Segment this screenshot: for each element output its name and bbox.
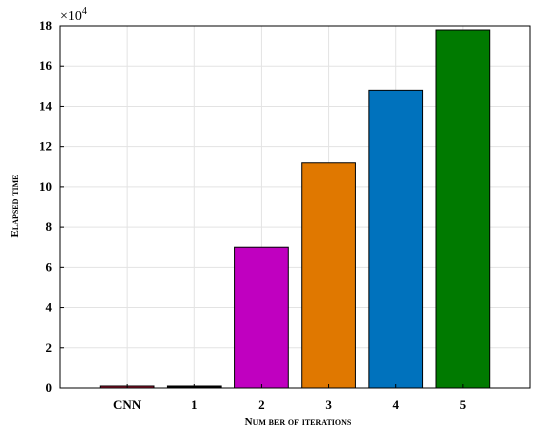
plot-frame	[59, 25, 531, 389]
x-tick-label: 3	[325, 397, 332, 412]
y-axis-exponent: ×104	[60, 6, 87, 24]
x-tick-label: 4	[392, 397, 399, 412]
y-tick-label: 16	[39, 58, 53, 73]
bar-2	[234, 246, 289, 389]
y-tick-label: 12	[39, 139, 52, 154]
y-tick-label: 8	[46, 219, 53, 234]
y-tick-label: 14	[39, 98, 53, 113]
bars	[99, 29, 491, 389]
x-tick-label: 2	[258, 397, 265, 412]
y-tick-label: 10	[39, 179, 52, 194]
x-tick-label: 5	[460, 397, 467, 412]
x-axis-ticks: CNN 1 2 3 4 5	[113, 384, 467, 412]
x-tick-label: CNN	[113, 397, 142, 412]
y-axis-label: Elapsed time	[9, 175, 21, 238]
bar-3	[301, 162, 356, 389]
bar-4	[368, 89, 424, 389]
y-tick-label: 18	[39, 18, 53, 33]
x-tick-label: 1	[191, 397, 198, 412]
y-axis-ticks: 0 2 4 6 8 10 12 14 16 18	[39, 18, 64, 395]
y-tick-label: 6	[46, 259, 53, 274]
bar-5	[435, 29, 491, 389]
y-tick-label: 2	[46, 340, 53, 355]
x-axis-label: Num ber of iterations	[245, 416, 352, 428]
y-tick-label: 4	[46, 300, 53, 315]
y-tick-label: 0	[46, 380, 53, 395]
